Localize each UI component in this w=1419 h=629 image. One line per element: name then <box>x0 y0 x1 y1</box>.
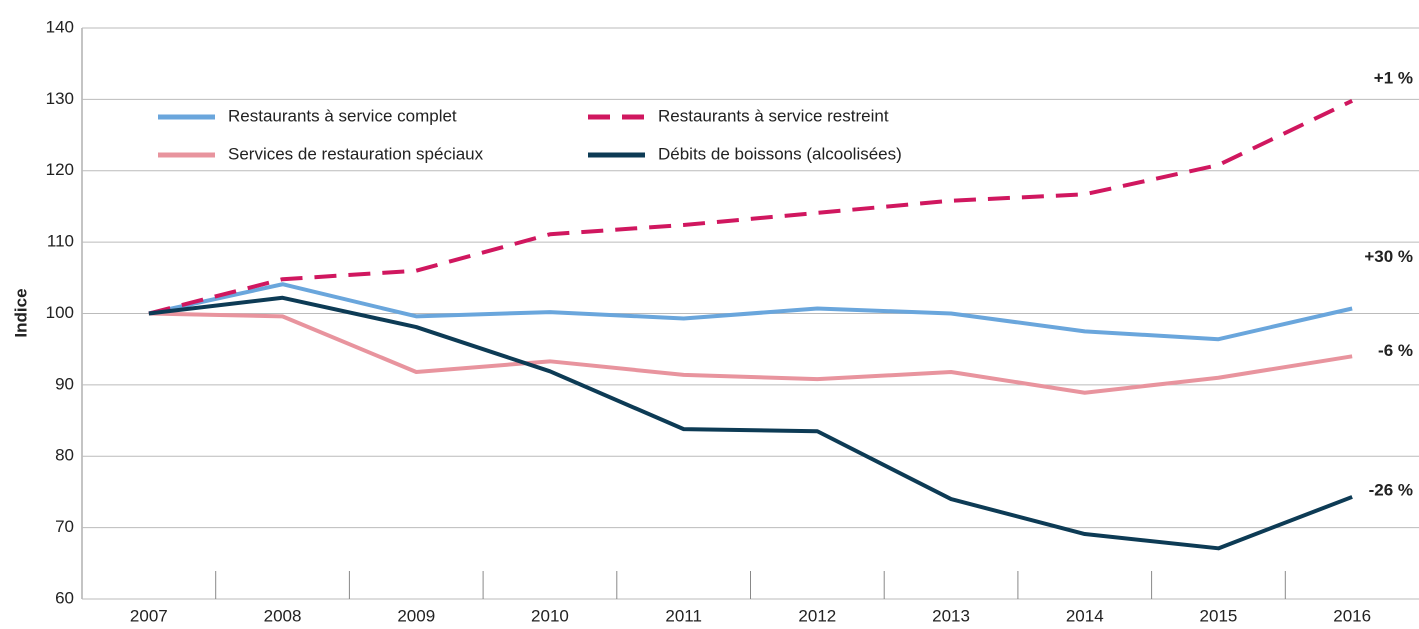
y-tick-label: 60 <box>55 588 74 607</box>
y-axis-label: Indice <box>11 288 30 337</box>
y-tick-label: 140 <box>46 17 74 36</box>
end-annotation: -26 % <box>1369 480 1413 499</box>
y-tick-label: 120 <box>46 160 74 179</box>
x-tick-label: 2013 <box>932 606 970 625</box>
y-tick-label: 110 <box>47 232 74 251</box>
x-tick-label: 2012 <box>798 606 836 625</box>
legend-label: Restaurants à service restreint <box>658 106 889 125</box>
y-tick-label: 80 <box>55 446 74 465</box>
legend-label: Débits de boissons (alcoolisées) <box>658 144 902 163</box>
end-annotation: +30 % <box>1364 247 1413 266</box>
series-line <box>148 295 1353 551</box>
y-tick-label: 100 <box>46 303 74 322</box>
x-tick-label: 2010 <box>531 606 569 625</box>
end-annotation: +1 % <box>1374 68 1413 87</box>
legend-label: Services de restauration spéciaux <box>228 144 484 163</box>
x-tick-label: 2016 <box>1333 606 1371 625</box>
y-tick-label: 70 <box>55 517 74 536</box>
series-line <box>148 98 1354 316</box>
x-tick-label: 2014 <box>1066 606 1104 625</box>
series-line <box>148 311 1353 395</box>
x-tick-label: 2011 <box>665 606 702 625</box>
y-tick-label: 130 <box>46 89 74 108</box>
x-tick-label: 2015 <box>1200 606 1238 625</box>
end-annotation: -6 % <box>1378 341 1413 360</box>
x-tick-label: 2009 <box>397 606 435 625</box>
series-line <box>148 282 1353 342</box>
x-tick-label: 2008 <box>264 606 302 625</box>
legend-label: Restaurants à service complet <box>228 106 457 125</box>
x-tick-label: 2007 <box>130 606 168 625</box>
y-tick-label: 90 <box>55 374 74 393</box>
